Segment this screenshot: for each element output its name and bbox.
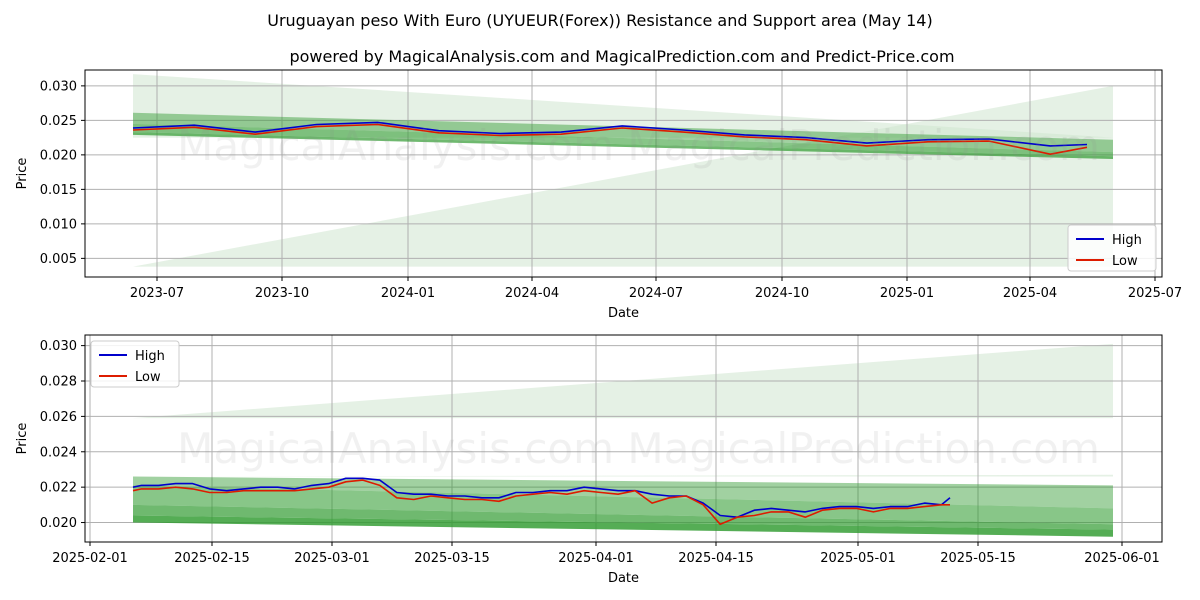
watermark-text: MagicalAnalysis.com MagicalPrediction.co… [177,121,1100,170]
chart-subtitle: powered by MagicalAnalysis.com and Magic… [289,47,954,66]
y-tick-label-3: 0.024 [40,445,77,460]
detail-chart-panel: MagicalAnalysis.com MagicalPrediction.co… [15,334,1163,586]
overview-chart-panel: MagicalAnalysis.com MagicalPrediction.co… [15,69,1182,321]
x-tick-label-3: 2025-03-01 [294,551,370,566]
light-support-band-2 [133,474,1113,477]
x-tick-label-9: 2025-06-01 [1084,551,1160,566]
resistance-support-band-4 [133,515,1113,537]
x-tick-label-6: 2025-04-15 [678,551,754,566]
y-tick-label-6: 0.030 [40,79,77,94]
y-tick-label-1: 0.020 [40,516,77,531]
x-tick-label-8: 2025-04 [1003,286,1057,301]
y-axis-label: Price [15,423,30,455]
x-tick-label-3: 2024-01 [381,286,435,301]
high-price-line [132,477,951,518]
resistance-support-band-3 [133,504,1113,530]
x-tick-label-6: 2024-10 [755,286,809,301]
legend: High Low [1067,224,1157,272]
x-tick-label-1: 2023-07 [130,286,184,301]
x-tick-label-5: 2025-04-01 [558,551,634,566]
y-tick-label-2: 0.010 [40,217,77,232]
x-tick-label-7: 2025-05-01 [820,551,896,566]
x-axis-label: Date [608,306,639,321]
y-tick-label-4: 0.020 [40,148,77,163]
low-price-line [132,123,1088,155]
x-axis-label: Date [608,571,639,586]
x-tick-label-5: 2024-07 [629,286,683,301]
legend: High Low [90,340,180,388]
y-tick-label-1: 0.005 [40,252,77,267]
resistance-support-band-2 [133,485,1113,525]
legend-label-high: High [1112,233,1142,248]
x-tick-label-1: 2025-02-01 [52,551,128,566]
y-tick-label-5: 0.028 [40,375,77,390]
resistance-support-band-2 [133,123,1113,157]
x-tick-label-2: 2025-02-15 [174,551,250,566]
x-tick-label-4: 2024-04 [505,286,559,301]
legend-label-low: Low [135,370,161,385]
legend-label-low: Low [1112,254,1138,269]
y-tick-label-4: 0.026 [40,410,77,425]
y-tick-label-3: 0.015 [40,183,77,198]
plot-frame [84,69,1163,278]
plot-frame [84,334,1163,543]
x-tick-label-9: 2025-07 [1128,286,1182,301]
y-tick-label-5: 0.025 [40,114,77,129]
chart-title: Uruguayan peso With Euro (UYUEUR(Forex))… [267,11,932,30]
y-tick-label-2: 0.022 [40,481,77,496]
legend-label-high: High [135,349,165,364]
y-axis-label: Price [15,158,30,190]
x-tick-label-2: 2023-10 [255,286,309,301]
x-tick-label-7: 2025-01 [880,286,934,301]
y-tick-label-6: 0.030 [40,339,77,354]
high-price-line [132,121,1088,147]
x-tick-label-4: 2025-03-15 [414,551,490,566]
watermark-text: MagicalAnalysis.com MagicalPrediction.co… [177,424,1100,473]
low-price-line [132,479,950,526]
resistance-support-band-3 [133,132,1113,160]
x-tick-label-8: 2025-05-15 [940,551,1016,566]
